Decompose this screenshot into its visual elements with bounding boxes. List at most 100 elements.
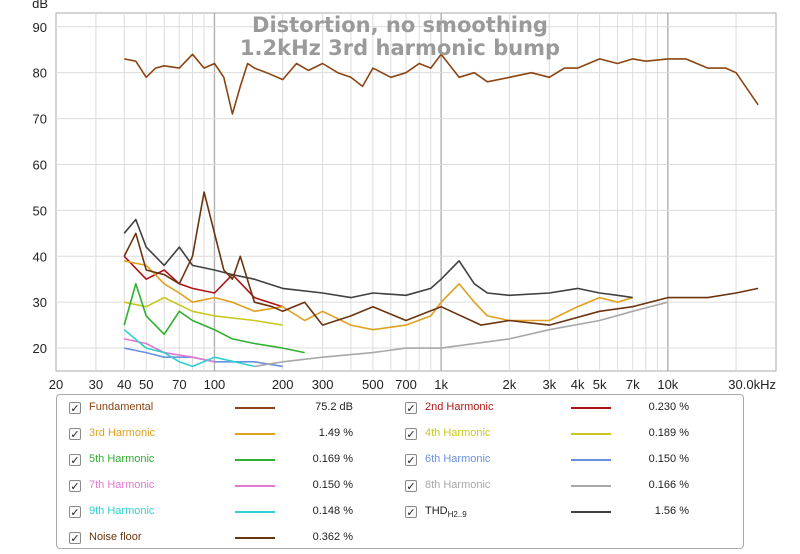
legend-item: ✓ 8th Harmonic 0.166 % [405,479,705,497]
legend-item: ✓ Noise floor 0.362 % [69,531,369,549]
legend-value: 1.56 % [654,505,689,517]
legend-value: 1.49 % [318,427,353,439]
legend-swatch [235,407,275,409]
y-tick-label: 30 [33,295,47,310]
legend-label: Noise floor [89,531,142,543]
x-tick-label: 200 [272,377,294,390]
x-tick-label: 4k [571,377,585,390]
legend-label: 9th Harmonic [89,505,155,517]
legend-swatch [571,407,611,409]
legend-checkbox[interactable]: ✓ [405,402,417,415]
series-line-5th-harmonic [123,282,305,354]
legend-item: ✓ 4th Harmonic 0.189 % [405,427,705,445]
x-tick-label: 70 [172,377,186,390]
legend-label: Fundamental [89,401,154,413]
y-tick-label: 40 [33,249,47,264]
legend-swatch [235,459,275,461]
series-line-fundamental [124,53,759,115]
legend-swatch [571,459,611,461]
x-tick-label: 500 [362,377,384,390]
x-tick-label: 30 [89,377,103,390]
legend-label: 8th Harmonic [425,479,491,491]
x-tick-label: 20 [49,377,63,390]
legend-value: 0.150 % [648,453,689,465]
legend-checkbox[interactable]: ✓ [69,532,81,545]
legend-label: THDH2..9 [425,505,467,519]
series-line-3rd-harmonic [124,260,633,331]
legend-checkbox[interactable]: ✓ [405,454,417,467]
legend-checkbox[interactable]: ✓ [69,480,81,493]
legend: ✓ Fundamental 75.2 dB ✓ 2nd Harmonic 0.230 % ✓… [56,394,744,549]
chart-title: Distortion, no smoothing [252,13,548,37]
legend-label: 4th Harmonic [425,427,491,439]
x-tick-label: 10k [657,377,678,390]
legend-checkbox[interactable]: ✓ [405,506,417,519]
legend-checkbox[interactable]: ✓ [405,480,417,493]
legend-item: ✓ 7th Harmonic 0.150 % [69,479,369,497]
legend-value: 0.166 % [648,479,689,491]
x-tick-label: 1k [434,377,448,390]
legend-item: ✓ 2nd Harmonic 0.230 % [405,401,705,419]
series-line-thd-h2-9 [123,218,633,299]
x-axis-ticks: 20 30 40 50 70 100 200 300 500 700 1k 2k 3k 4k 5k 7k 10k… [49,377,776,390]
y-axis-unit: dB [32,0,48,11]
legend-item: ✓ 5th Harmonic 0.169 % [69,453,369,471]
chart-subtitle: 1.2kHz 3rd harmonic bump [240,36,560,60]
legend-item: ✓ THDH2..9 1.56 % [405,505,705,523]
legend-checkbox[interactable]: ✓ [69,428,81,441]
x-tick-label: 100 [204,377,226,390]
series-line-noise-floor [123,191,759,326]
legend-swatch [571,485,611,487]
legend-label: 5th Harmonic [89,453,155,465]
legend-checkbox[interactable]: ✓ [69,454,81,467]
legend-checkbox[interactable]: ✓ [405,428,417,441]
legend-value: 75.2 dB [315,401,353,413]
series-group [123,53,759,368]
x-tick-label: 3k [542,377,556,390]
x-tick-label: 7k [626,377,640,390]
x-tick-label: 40 [117,377,131,390]
series-line-4th-harmonic [124,296,283,326]
legend-checkbox[interactable]: ✓ [69,506,81,519]
x-tick-label: 2k [503,377,517,390]
y-tick-label: 50 [33,203,47,218]
series-line-9th-harmonic [123,329,255,368]
legend-item: ✓ 9th Harmonic 0.148 % [69,505,369,523]
y-axis-ticks: 20 30 40 50 60 70 80 90 [33,20,47,356]
legend-value: 0.148 % [312,505,353,517]
legend-swatch [235,433,275,435]
legend-value: 0.150 % [312,479,353,491]
legend-checkbox[interactable]: ✓ [69,402,81,415]
legend-label: 3rd Harmonic [89,427,156,439]
x-tick-label: 30.0kHz [728,377,776,390]
legend-label-subscript: H2..9 [447,510,467,519]
distortion-chart: 20 30 40 50 60 70 80 90 20 30 40 50 70 100 200 300 500 7… [32,0,777,390]
x-tick-label: 50 [139,377,153,390]
legend-swatch [235,485,275,487]
series-line-8th-harmonic [254,301,669,368]
legend-label: 2nd Harmonic [425,401,494,413]
legend-value: 0.230 % [648,401,689,413]
legend-swatch [571,433,611,435]
legend-item: ✓ 6th Harmonic 0.150 % [405,453,705,471]
x-tick-label: 700 [395,377,417,390]
y-tick-label: 80 [33,66,47,81]
legend-value: 0.362 % [312,531,353,543]
y-tick-label: 20 [33,341,47,356]
legend-value: 0.169 % [312,453,353,465]
y-tick-label: 60 [33,157,47,172]
legend-label: 6th Harmonic [425,453,491,465]
legend-label: 7th Harmonic [89,479,155,491]
y-tick-label: 90 [33,20,47,35]
y-tick-label: 70 [33,112,47,127]
legend-swatch [235,511,275,513]
x-tick-label: 5k [593,377,607,390]
x-tick-label: 300 [312,377,334,390]
legend-swatch [571,511,611,513]
legend-value: 0.189 % [648,427,689,439]
series-line-2nd-harmonic [123,255,283,308]
legend-item: ✓ Fundamental 75.2 dB [69,401,369,419]
legend-swatch [235,537,275,539]
legend-item: ✓ 3rd Harmonic 1.49 % [69,427,369,445]
grid [56,13,776,371]
